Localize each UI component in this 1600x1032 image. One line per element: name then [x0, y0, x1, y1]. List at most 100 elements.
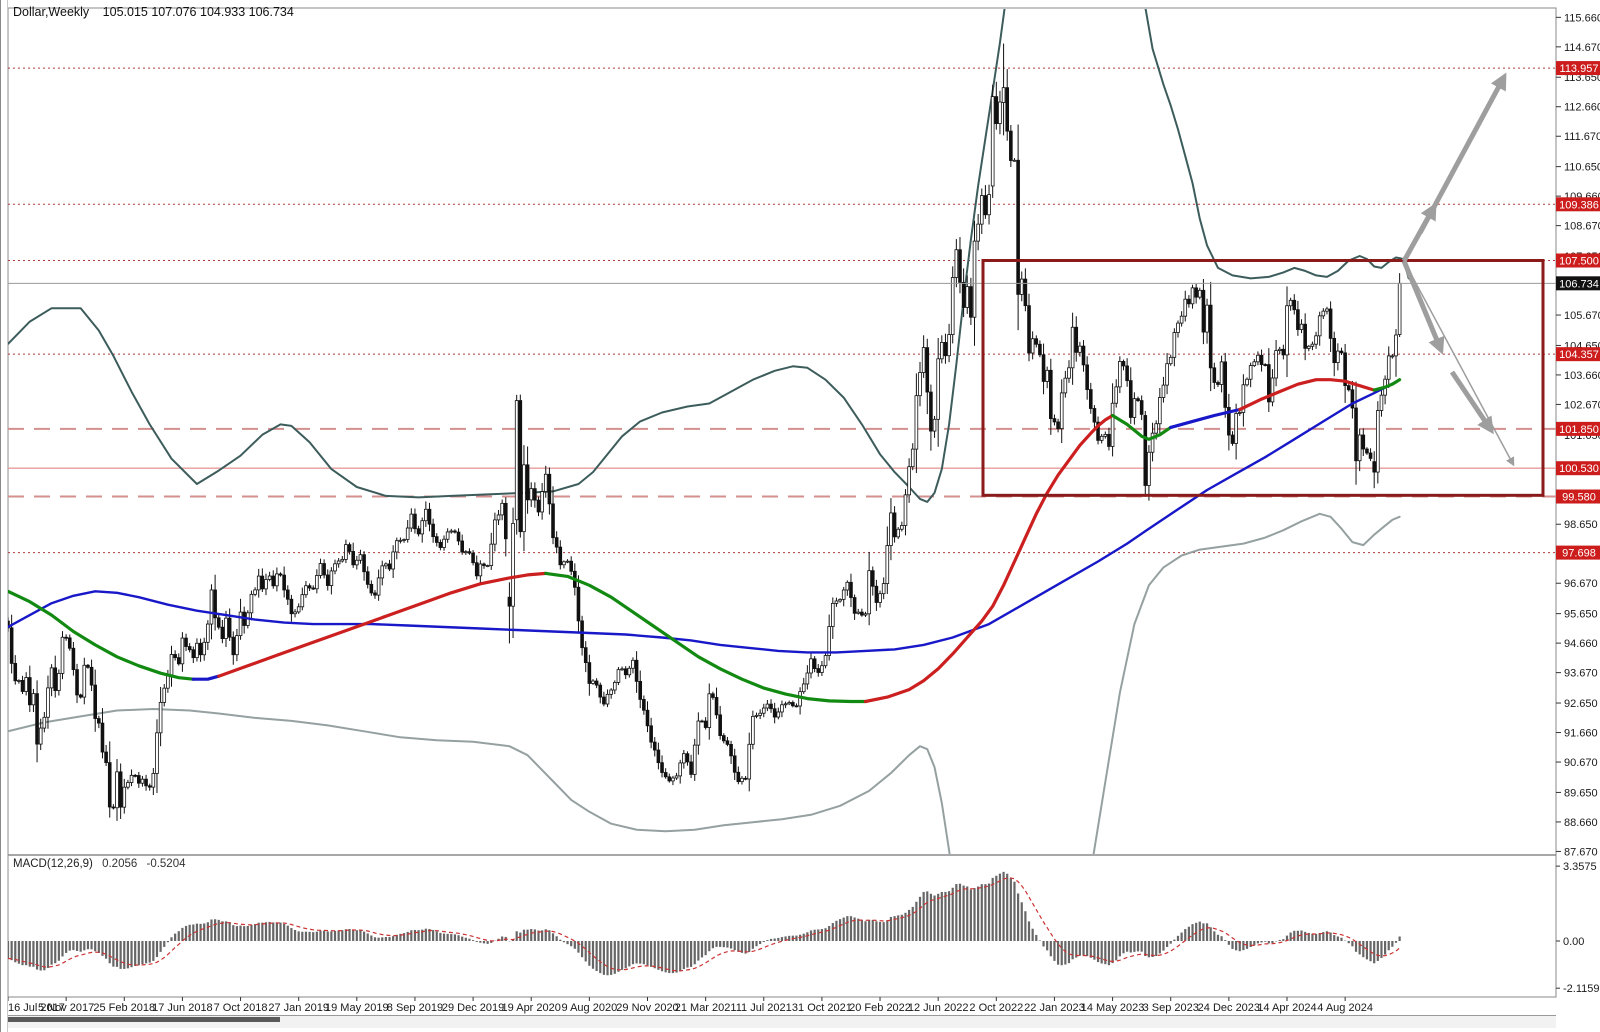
price-badge-106.734[interactable]: 106.734 [1556, 276, 1600, 291]
candle-body-bear [365, 571, 370, 585]
price-badge-104.357[interactable]: 104.357 [1556, 347, 1600, 362]
candle-body-bull [402, 539, 406, 541]
horizontal-scrollbar[interactable] [8, 1015, 1556, 1028]
candle-body-bull [442, 538, 446, 548]
price-tick-label: 105.670 [1564, 310, 1600, 322]
candle-body-bull [256, 575, 261, 591]
candle [489, 532, 494, 570]
candle-body-bear [1350, 389, 1355, 409]
price-badge-101.850[interactable]: 101.850 [1556, 421, 1600, 436]
candle-body-bull [1045, 369, 1049, 382]
candle-body-bear [191, 649, 196, 659]
ma-trend-segment [217, 571, 548, 678]
candle-body-bear [860, 611, 864, 616]
price-badge-bg [1556, 253, 1600, 268]
candle [449, 528, 454, 534]
candle-body-bull [838, 598, 842, 602]
candle [903, 489, 908, 536]
candle [1176, 320, 1180, 338]
candle [994, 81, 999, 130]
candle [783, 701, 788, 709]
candle-body-bull [405, 527, 410, 540]
candle-body-bear [1056, 421, 1060, 430]
candle-body-bull [209, 589, 214, 625]
candle-body-bear [870, 570, 875, 587]
candle-body-bear [961, 282, 966, 308]
candle-body-bear [176, 657, 181, 665]
candle [206, 620, 210, 650]
candle [645, 701, 650, 733]
candle [1143, 410, 1148, 497]
candle [275, 567, 279, 592]
candle [838, 598, 842, 603]
price-badge-100.530[interactable]: 100.530 [1556, 461, 1600, 476]
candle [453, 529, 457, 534]
candle [202, 637, 207, 661]
candle [638, 670, 643, 709]
price-badge-113.957[interactable]: 113.957 [1556, 61, 1600, 76]
candle-body-bear [89, 666, 94, 686]
candle [885, 526, 890, 595]
ohlc-values-label: 105.015 107.076 104.933 106.734 [102, 5, 294, 19]
candle [118, 763, 123, 819]
candle-body-bear [453, 530, 457, 533]
candle [1252, 359, 1257, 368]
candle-body-bear [718, 714, 722, 736]
candle [700, 719, 704, 723]
candle [13, 655, 18, 685]
date-tick-label: 3 Sep 2023 [1143, 1002, 1199, 1014]
candle [307, 583, 312, 591]
candle-body-bear [703, 720, 708, 728]
candle [111, 804, 116, 810]
price-badge-99.580[interactable]: 99.580 [1556, 489, 1600, 504]
candle-body-bull [1165, 363, 1169, 386]
candle [711, 691, 715, 700]
candle-body-bear [1365, 448, 1369, 454]
candle-body-bull [1394, 334, 1398, 357]
candle-body-bull [1379, 394, 1384, 411]
date-tick-label: 24 Dec 2023 [1198, 1002, 1260, 1014]
candle [427, 502, 432, 532]
candle-body-bull [1288, 299, 1293, 307]
candle-body-bull [616, 669, 621, 683]
scrollbar-thumb[interactable] [8, 1017, 280, 1022]
candle-body-bull [1219, 361, 1224, 385]
candle [692, 738, 697, 781]
candle [1078, 341, 1082, 357]
candle [75, 663, 79, 704]
candle-body-bull [514, 400, 519, 521]
candle [100, 708, 105, 759]
candle-body-bull [126, 782, 130, 788]
candle-body-bull [947, 334, 951, 357]
candle [776, 707, 781, 720]
candle-body-bear [362, 554, 366, 573]
price-badge-109.386[interactable]: 109.386 [1556, 197, 1600, 212]
candle [1288, 297, 1293, 311]
candle-body-bull [380, 565, 385, 579]
candle-body-bull [1019, 278, 1024, 295]
candle-body-bear [93, 684, 98, 719]
candle [35, 680, 39, 763]
candle [914, 373, 919, 474]
candle [990, 84, 995, 198]
candle-body-bull [529, 488, 534, 501]
candle [1197, 287, 1202, 300]
projection-arrow[interactable] [1403, 260, 1515, 467]
candle [420, 517, 425, 543]
candle-body-bear [307, 585, 312, 589]
candle [867, 551, 871, 626]
projection-arrow[interactable] [1401, 260, 1445, 355]
candle [485, 564, 490, 568]
projection-arrow[interactable] [1449, 370, 1494, 435]
price-badge-97.698[interactable]: 97.698 [1556, 545, 1600, 560]
candle-body-bull [1285, 305, 1289, 356]
candle-body-bear [1281, 348, 1286, 356]
consolidation-rectangle[interactable] [981, 259, 1545, 497]
projection-arrow[interactable] [1401, 202, 1437, 263]
price-badge-107.500[interactable]: 107.500 [1556, 253, 1600, 268]
candle-body-bull [612, 682, 617, 691]
candle-body-bear [547, 473, 552, 505]
candle [1183, 290, 1188, 322]
candle-body-bull [1386, 355, 1391, 380]
